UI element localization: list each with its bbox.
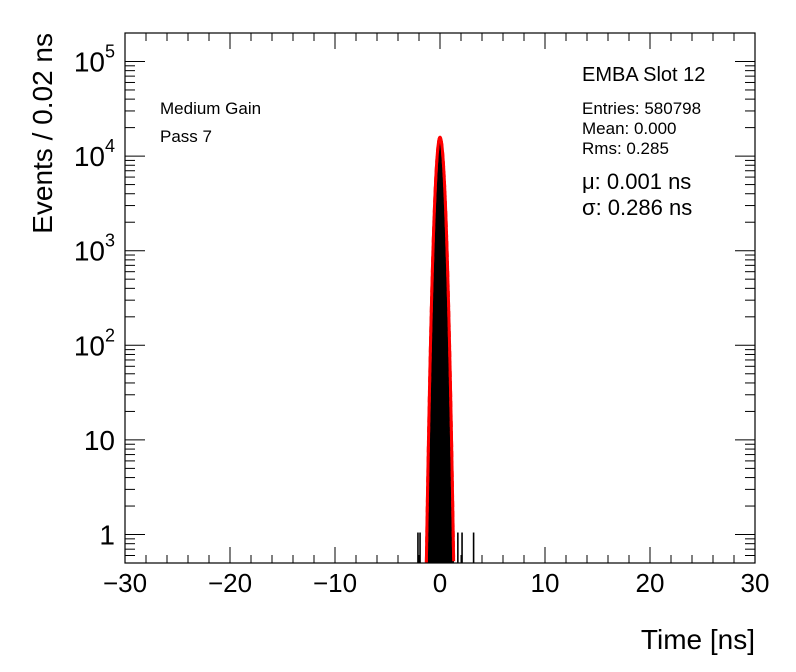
x-tick-label: 20 — [636, 568, 665, 598]
y-tick-label: 10 — [84, 425, 115, 456]
stat-entries: Entries: 580798 — [582, 99, 701, 118]
fit-mu: μ: 0.001 ns — [582, 169, 691, 194]
y-axis-title: Events / 0.02 ns — [27, 33, 58, 234]
y-axis: 1 10 102 103 104 105 — [74, 32, 755, 564]
fit-sigma: σ: 0.286 ns — [582, 195, 692, 220]
stat-mean: Mean: 0.000 — [582, 119, 677, 138]
gaussian-fit-curve-dashed — [424, 135, 456, 563]
x-tick-label: 30 — [741, 568, 770, 598]
x-tick-label: 0 — [433, 568, 447, 598]
x-axis: −30 −20 −10 0 10 20 30 — [103, 33, 770, 598]
x-tick-label: 10 — [531, 568, 560, 598]
annotation-medium-gain: Medium Gain — [160, 99, 261, 118]
x-tick-label: −20 — [208, 568, 252, 598]
stat-rms: Rms: 0.285 — [582, 139, 669, 158]
y-tick-label: 103 — [74, 231, 115, 267]
x-axis-title: Time [ns] — [641, 624, 755, 655]
chart-title: EMBA Slot 12 — [582, 64, 705, 86]
y-tick-label: 105 — [74, 41, 115, 77]
y-tick-label: 102 — [74, 325, 115, 361]
y-tick-label: 1 — [99, 520, 115, 551]
y-tick-label: 104 — [74, 136, 115, 172]
x-tick-label: −10 — [313, 568, 357, 598]
plot-content — [417, 135, 475, 563]
annotation-pass: Pass 7 — [160, 127, 212, 146]
x-tick-label: −30 — [103, 568, 147, 598]
